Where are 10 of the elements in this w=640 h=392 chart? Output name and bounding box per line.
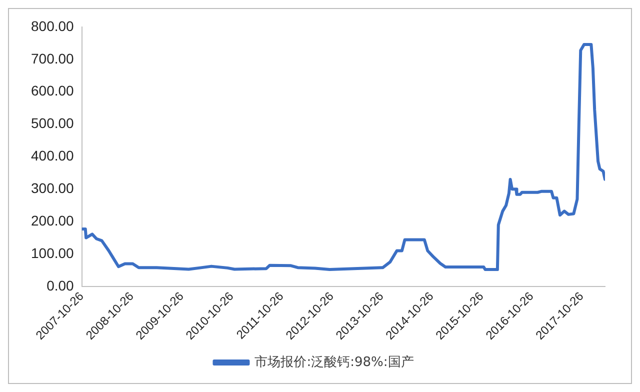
y-tick-label: 700.00 xyxy=(30,50,74,66)
y-tick-label: 200.00 xyxy=(30,212,74,228)
legend-label: 市场报价:泛酸钙:98%:国产 xyxy=(254,354,414,370)
y-tick-label: 300.00 xyxy=(30,180,74,196)
y-tick-label: 800.00 xyxy=(30,18,74,34)
y-tick-label: 600.00 xyxy=(30,82,74,99)
y-tick-label: 100.00 xyxy=(30,244,74,261)
y-tick-label: 500.00 xyxy=(30,115,74,132)
y-tick-label: 400.00 xyxy=(30,148,74,164)
y-tick-label: 0.00 xyxy=(46,277,74,294)
